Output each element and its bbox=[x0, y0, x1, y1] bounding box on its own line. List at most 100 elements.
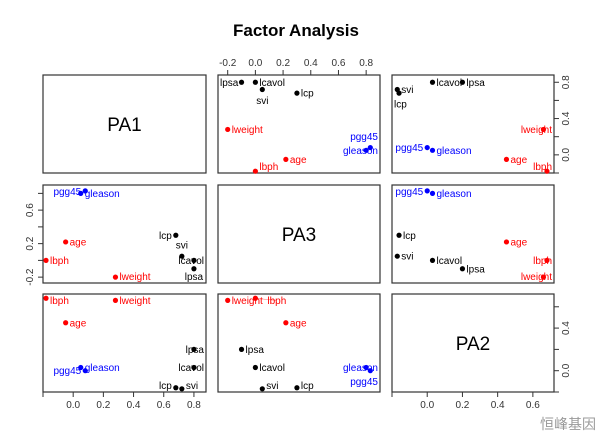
panel-frame bbox=[391, 74, 555, 174]
watermark: 恒峰基因 bbox=[540, 416, 596, 432]
point-label-lcp: lcp bbox=[394, 100, 407, 111]
point-label-svi: svi bbox=[186, 381, 198, 392]
point-lpsa bbox=[191, 266, 197, 272]
tick-label: -0.2 bbox=[25, 268, 36, 286]
tick-label: 0.4 bbox=[561, 111, 572, 125]
point-lweight bbox=[112, 274, 119, 280]
tick-label: 0.2 bbox=[455, 400, 469, 411]
point-label-svi: svi bbox=[266, 381, 278, 392]
point-label-lcp: lcp bbox=[403, 231, 416, 242]
panel-frame bbox=[42, 184, 207, 284]
point-label-lbph: lbph bbox=[50, 296, 69, 307]
panel-frame bbox=[391, 293, 555, 393]
point-label-lpsa: lpsa bbox=[246, 345, 265, 356]
point-lweight bbox=[225, 297, 231, 303]
point-lcp bbox=[173, 385, 179, 391]
point-label-gleason: gleason bbox=[437, 189, 472, 200]
point-svi bbox=[179, 253, 185, 259]
point-label-lcavol: lcavol bbox=[178, 256, 204, 267]
tick-label: 0.6 bbox=[157, 400, 171, 411]
point-svi bbox=[259, 86, 265, 93]
point-label-pgg45: pgg45 bbox=[395, 187, 423, 198]
point-pgg45 bbox=[424, 144, 430, 151]
panel-frame bbox=[217, 184, 381, 284]
point-label-lpsa: lpsa bbox=[185, 272, 204, 283]
tick-label: 0.8 bbox=[359, 58, 373, 69]
point-label-svi: svi bbox=[256, 96, 268, 107]
point-label-age: age bbox=[70, 318, 87, 329]
point-label-lbph: lbph bbox=[259, 162, 278, 173]
point-pgg45 bbox=[367, 144, 373, 151]
point-lpsa bbox=[459, 79, 466, 85]
point-lcavol bbox=[252, 79, 258, 85]
point-lpsa bbox=[459, 266, 466, 272]
point-label-lpsa: lpsa bbox=[220, 78, 239, 89]
panel-frame bbox=[217, 74, 381, 174]
point-pgg45 bbox=[82, 368, 88, 374]
point-lbph bbox=[544, 168, 550, 174]
point-age bbox=[503, 156, 510, 162]
panel-frame bbox=[391, 184, 555, 284]
point-label-lpsa: lpsa bbox=[186, 345, 205, 356]
point-label-lcavol: lcavol bbox=[437, 256, 463, 267]
point-label-age: age bbox=[290, 318, 307, 329]
point-label-gleason: gleason bbox=[85, 189, 120, 200]
leader-line bbox=[255, 298, 277, 301]
point-label-svi: svi bbox=[401, 85, 413, 96]
tick-label: -0.2 bbox=[219, 58, 237, 69]
point-label-gleason: gleason bbox=[85, 363, 120, 374]
point-pgg45 bbox=[82, 188, 88, 194]
point-label-gleason: gleason bbox=[343, 363, 378, 374]
tick-label: 0.0 bbox=[561, 147, 572, 161]
tick-label: 0.6 bbox=[332, 58, 346, 69]
point-label-lcp: lcp bbox=[301, 89, 314, 100]
point-lweight bbox=[540, 274, 547, 280]
point-pgg45 bbox=[367, 368, 373, 374]
tick-label: 0.4 bbox=[491, 400, 505, 411]
point-lcp bbox=[396, 90, 402, 96]
point-svi bbox=[259, 386, 265, 392]
point-lcavol bbox=[429, 79, 436, 85]
tick-label: 0.2 bbox=[276, 58, 290, 69]
point-label-svi: svi bbox=[176, 241, 188, 252]
tick-label: 0.8 bbox=[561, 75, 572, 89]
point-label-gleason: gleason bbox=[343, 146, 378, 157]
point-lweight bbox=[225, 126, 231, 133]
tick-label: 0.4 bbox=[561, 321, 572, 335]
tick-label: 0.2 bbox=[25, 236, 36, 250]
point-lbph bbox=[43, 257, 49, 263]
point-label-age: age bbox=[290, 155, 307, 166]
point-lcp bbox=[294, 385, 300, 391]
point-label-lpsa: lpsa bbox=[466, 78, 485, 89]
point-lcavol bbox=[429, 257, 436, 263]
point-age bbox=[503, 239, 510, 245]
point-age bbox=[63, 239, 69, 245]
point-gleason bbox=[429, 147, 436, 153]
tick-label: 0.0 bbox=[66, 400, 80, 411]
point-label-gleason: gleason bbox=[437, 146, 472, 157]
point-label-lcp: lcp bbox=[301, 381, 314, 392]
point-label-pgg45: pgg45 bbox=[53, 366, 81, 377]
point-label-lweight: lweight bbox=[119, 296, 150, 307]
panel-PA1-vs-PA3: lcavol lweight age lbph svi lcp gleason pgg45 lp… bbox=[220, 78, 378, 174]
point-age bbox=[283, 156, 289, 162]
tick-label: 0.6 bbox=[25, 203, 36, 217]
point-label-lweight: lweight bbox=[232, 296, 263, 307]
point-lpsa bbox=[191, 346, 197, 352]
point-label-lweight: lweight bbox=[521, 125, 552, 136]
point-lcp bbox=[294, 90, 300, 96]
point-lweight bbox=[540, 126, 547, 133]
point-label-lcp: lcp bbox=[159, 381, 172, 392]
point-label-pgg45: pgg45 bbox=[395, 143, 423, 154]
point-label-lbph: lbph bbox=[533, 162, 552, 173]
diagonal-label-PA1: PA1 bbox=[107, 115, 142, 136]
point-lweight bbox=[112, 297, 119, 303]
panel-frame bbox=[42, 74, 207, 174]
point-svi bbox=[179, 386, 185, 392]
point-label-lweight: lweight bbox=[521, 272, 552, 283]
point-label-lweight: lweight bbox=[232, 125, 263, 136]
point-label-lcavol: lcavol bbox=[259, 78, 285, 89]
